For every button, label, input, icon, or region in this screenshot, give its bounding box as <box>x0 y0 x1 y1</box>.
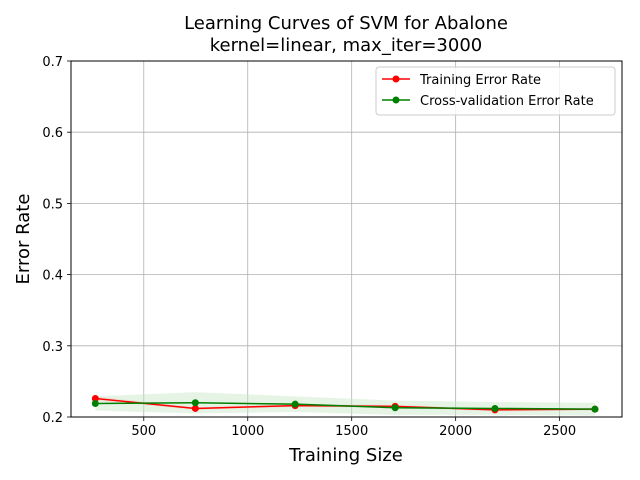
legend-marker-cross-validation <box>392 96 400 104</box>
y-tick-label: 0.3 <box>42 340 63 355</box>
legend-label-training: Training Error Rate <box>419 73 541 88</box>
y-tick-label: 0.2 <box>42 411 63 426</box>
point-cross-validation <box>491 404 499 412</box>
line-cross-validation <box>95 402 595 410</box>
x-axis-ticks: 500 1000 1500 2000 2500 <box>131 417 576 439</box>
plot-frame <box>70 60 623 418</box>
legend-label-cross-validation: Cross-validation Error Rate <box>420 94 594 109</box>
legend-marker-training <box>392 75 400 83</box>
y-tick-label: 0.5 <box>42 197 63 212</box>
y-tick-label: 0.7 <box>42 55 63 70</box>
point-cross-validation <box>91 399 99 407</box>
x-tick-label: 1000 <box>231 424 264 439</box>
point-training <box>191 404 199 412</box>
series-points <box>91 394 599 414</box>
y-axis-ticks: 0.2 0.3 0.4 0.5 0.6 0.7 <box>42 55 71 426</box>
x-tick-label: 2000 <box>439 424 472 439</box>
point-cross-validation <box>291 400 299 408</box>
point-cross-validation <box>591 405 599 413</box>
series-lines <box>95 397 595 411</box>
x-tick-label: 2500 <box>543 424 576 439</box>
x-axis-label: Training Size <box>288 445 403 466</box>
legend-box <box>375 66 616 116</box>
chart-title-line1: Learning Curves of SVM for Abalone <box>184 13 508 34</box>
chart-title-line2: kernel=linear, max_iter=3000 <box>210 35 483 56</box>
x-tick-label: 500 <box>131 424 156 439</box>
legend: Training Error Rate Cross-validation Err… <box>375 66 616 116</box>
point-cross-validation <box>391 404 399 412</box>
x-tick-label: 1500 <box>335 424 368 439</box>
y-tick-label: 0.6 <box>42 126 63 141</box>
y-axis-label: Error Rate <box>13 194 34 285</box>
y-tick-label: 0.4 <box>42 269 63 284</box>
point-training <box>91 394 99 402</box>
point-cross-validation <box>191 399 199 407</box>
